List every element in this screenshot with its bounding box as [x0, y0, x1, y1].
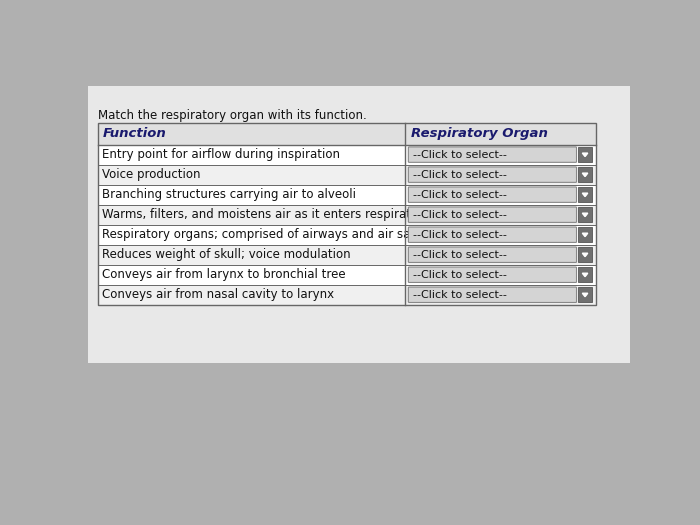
Bar — [405, 285, 596, 305]
FancyBboxPatch shape — [408, 287, 577, 302]
Polygon shape — [582, 153, 588, 156]
Bar — [578, 207, 592, 223]
Polygon shape — [582, 173, 588, 176]
Bar — [98, 185, 405, 205]
Bar — [405, 265, 596, 285]
Bar — [88, 86, 630, 363]
FancyBboxPatch shape — [408, 167, 577, 182]
Text: Function: Function — [102, 128, 166, 140]
Bar — [98, 165, 405, 185]
Text: Entry point for airflow during inspiration: Entry point for airflow during inspirati… — [102, 148, 340, 161]
Bar — [405, 225, 596, 245]
Text: Respiratory organs; comprised of airways and air sacs: Respiratory organs; comprised of airways… — [102, 228, 423, 241]
Bar — [405, 245, 596, 265]
Polygon shape — [582, 213, 588, 217]
Text: Respiratory Organ: Respiratory Organ — [412, 128, 548, 140]
FancyBboxPatch shape — [408, 267, 577, 282]
Bar — [405, 205, 596, 225]
Bar — [578, 187, 592, 202]
Bar — [98, 265, 405, 285]
Text: --Click to select--: --Click to select-- — [413, 250, 507, 260]
FancyBboxPatch shape — [408, 207, 577, 223]
FancyBboxPatch shape — [408, 147, 577, 162]
Bar — [98, 285, 405, 305]
Text: Conveys air from nasal cavity to larynx: Conveys air from nasal cavity to larynx — [102, 288, 335, 301]
Bar — [578, 287, 592, 302]
Polygon shape — [582, 193, 588, 196]
Text: --Click to select--: --Click to select-- — [413, 190, 507, 200]
Bar — [578, 167, 592, 182]
Bar — [578, 247, 592, 262]
Polygon shape — [582, 293, 588, 297]
Bar — [98, 205, 405, 225]
Bar — [98, 123, 596, 305]
Text: --Click to select--: --Click to select-- — [413, 150, 507, 160]
Polygon shape — [582, 233, 588, 237]
Bar — [98, 123, 596, 305]
Bar — [578, 227, 592, 243]
Bar — [98, 144, 405, 165]
Text: Warms, filters, and moistens air as it enters respiratory tract: Warms, filters, and moistens air as it e… — [102, 208, 462, 221]
Polygon shape — [582, 253, 588, 257]
FancyBboxPatch shape — [408, 227, 577, 243]
Text: --Click to select--: --Click to select-- — [413, 230, 507, 240]
Text: --Click to select--: --Click to select-- — [413, 170, 507, 180]
Bar — [578, 147, 592, 162]
Bar — [98, 123, 596, 144]
Bar — [405, 185, 596, 205]
Text: --Click to select--: --Click to select-- — [413, 209, 507, 219]
Polygon shape — [582, 273, 588, 277]
FancyBboxPatch shape — [408, 247, 577, 262]
Text: Reduces weight of skull; voice modulation: Reduces weight of skull; voice modulatio… — [102, 248, 351, 261]
Text: Voice production: Voice production — [102, 168, 201, 181]
Text: --Click to select--: --Click to select-- — [413, 270, 507, 280]
Bar — [98, 225, 405, 245]
Bar — [578, 267, 592, 282]
Text: --Click to select--: --Click to select-- — [413, 290, 507, 300]
Bar — [405, 165, 596, 185]
Text: Match the respiratory organ with its function.: Match the respiratory organ with its fun… — [98, 109, 367, 122]
Text: Branching structures carrying air to alveoli: Branching structures carrying air to alv… — [102, 188, 356, 201]
Text: Conveys air from larynx to bronchial tree: Conveys air from larynx to bronchial tre… — [102, 268, 346, 281]
Bar — [405, 144, 596, 165]
Bar — [98, 245, 405, 265]
FancyBboxPatch shape — [408, 187, 577, 202]
